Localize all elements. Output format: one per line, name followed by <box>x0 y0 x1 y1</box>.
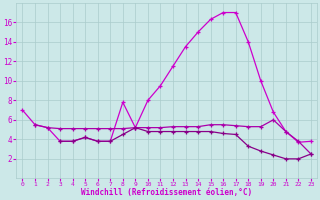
X-axis label: Windchill (Refroidissement éolien,°C): Windchill (Refroidissement éolien,°C) <box>81 188 252 197</box>
